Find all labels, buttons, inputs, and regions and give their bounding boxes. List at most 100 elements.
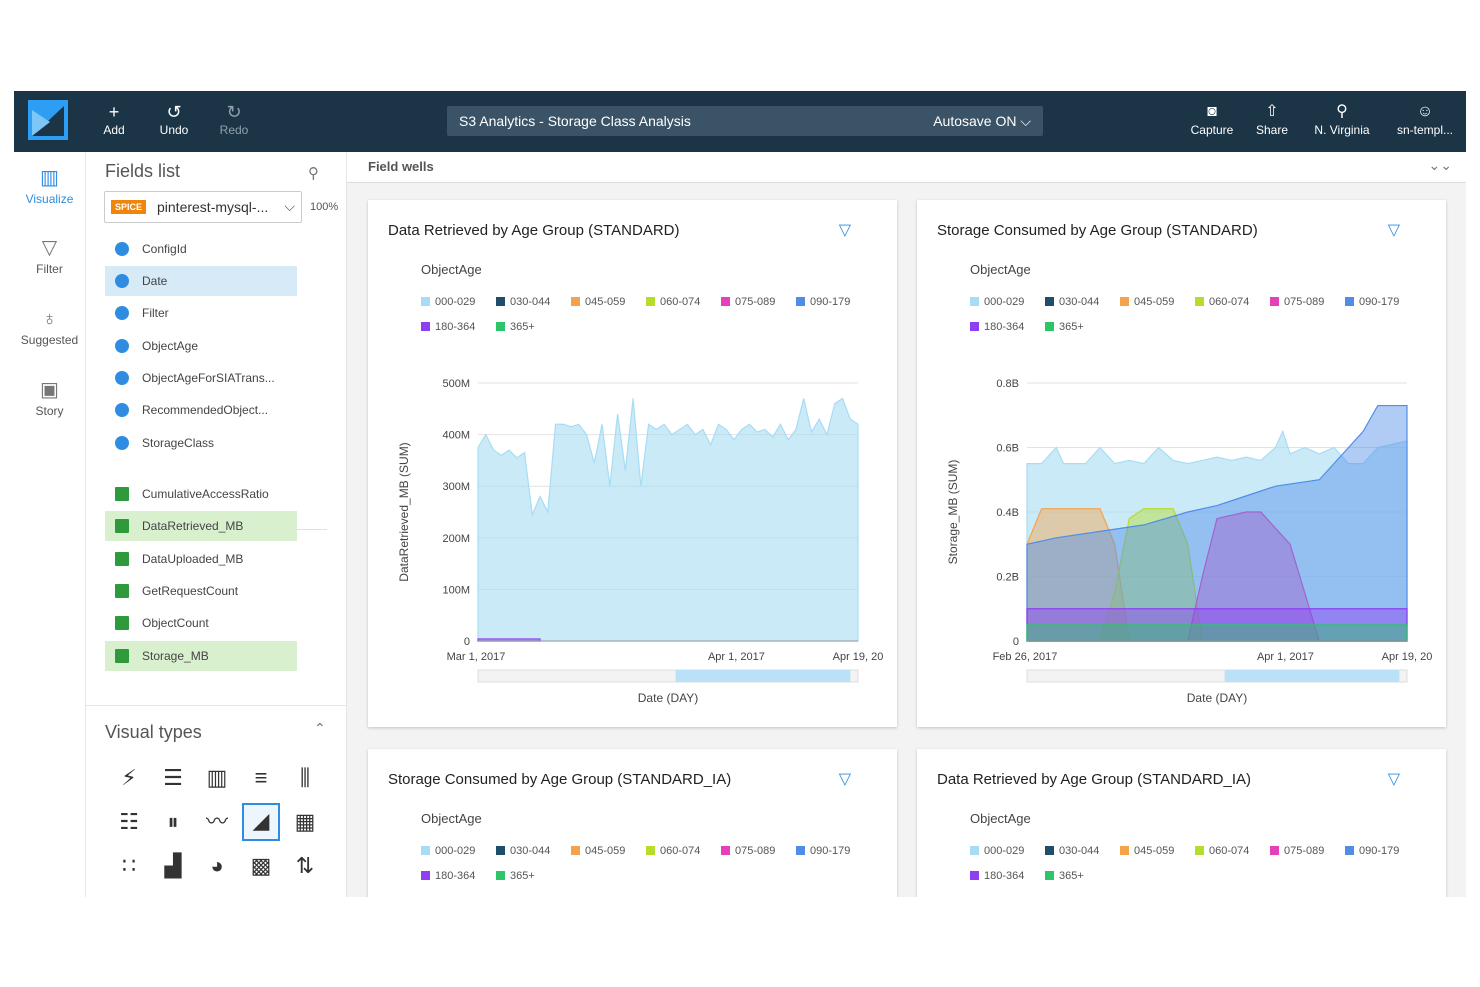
- legend-item[interactable]: 060-074: [646, 845, 700, 857]
- filter-icon[interactable]: ▽: [838, 771, 851, 788]
- series-area-000-029: [477, 397, 859, 642]
- chevron-up-icon[interactable]: ⌃: [314, 720, 326, 736]
- legend-item[interactable]: 030-044: [1045, 296, 1099, 308]
- legend-item[interactable]: 075-089: [1270, 845, 1324, 857]
- visual-title: Storage Consumed by Age Group (STANDARD_…: [388, 771, 732, 788]
- legend-item[interactable]: 180-364: [421, 870, 475, 882]
- pie-chart-icon[interactable]: ◕: [210, 853, 224, 878]
- autosave-toggle[interactable]: Autosave ON ⌵: [933, 113, 1031, 130]
- percent-horizontal-bar-icon[interactable]: ☷: [119, 809, 139, 834]
- legend-swatch: [796, 297, 805, 306]
- heat-map-icon[interactable]: ▩: [250, 853, 272, 878]
- chevron-down-icon[interactable]: ⌄⌄: [1428, 157, 1452, 173]
- add-button[interactable]: + Add: [89, 101, 139, 137]
- y-tick-label: 0: [1013, 636, 1019, 648]
- legend-item[interactable]: 365+: [1045, 870, 1084, 882]
- rail-filter[interactable]: ▽ Filter: [14, 234, 85, 276]
- legend-item[interactable]: 060-074: [646, 296, 700, 308]
- field-measure[interactable]: GetRequestCount: [105, 576, 297, 606]
- analysis-title[interactable]: S3 Analytics - Storage Class Analysis: [459, 113, 691, 129]
- stacked-vertical-bar-icon[interactable]: ⫼: [299, 765, 311, 790]
- field-measure[interactable]: DataUploaded_MB: [105, 544, 297, 574]
- legend-item[interactable]: 045-059: [571, 845, 625, 857]
- rail-filter-label: Filter: [36, 262, 63, 276]
- area-chart-icon[interactable]: ◢: [242, 803, 280, 841]
- legend-item[interactable]: 045-059: [1120, 296, 1174, 308]
- autograph-icon[interactable]: ⚡: [121, 765, 137, 790]
- rail-visualize[interactable]: ▥ Visualize: [14, 164, 85, 206]
- field-dimension[interactable]: ObjectAgeForSIATrans...: [105, 363, 297, 393]
- legend-item[interactable]: 045-059: [1120, 845, 1174, 857]
- field-dimension[interactable]: StorageClass: [105, 428, 297, 458]
- area-chart[interactable]: 0 0.2B 0.4B 0.6B 0.8B Feb 26, 2017 Apr 1, 2017…: [917, 200, 1446, 727]
- user-menu[interactable]: ☺ sn-templ...: [1390, 101, 1460, 137]
- legend-item[interactable]: 180-364: [970, 870, 1024, 882]
- analysis-canvas: Field wells ⌄⌄ Data Retrieved by Age Gro…: [347, 152, 1466, 897]
- field-measure[interactable]: CumulativeAccessRatio: [105, 479, 297, 509]
- legend-item[interactable]: 180-364: [421, 321, 475, 333]
- legend-item[interactable]: 000-029: [421, 296, 475, 308]
- legend-item[interactable]: 365+: [496, 870, 535, 882]
- undo-button[interactable]: ↺ Undo: [149, 101, 199, 137]
- fields-panel: Fields list ⚲ SPICE pinterest-mysql-... …: [86, 152, 347, 897]
- legend-item[interactable]: 030-044: [496, 845, 550, 857]
- filter-icon[interactable]: ▽: [838, 222, 851, 239]
- rail-suggested[interactable]: ♁ Suggested: [14, 305, 85, 347]
- legend-item[interactable]: 075-089: [1270, 296, 1324, 308]
- rail-story[interactable]: ▣ Story: [14, 376, 85, 418]
- legend-item[interactable]: 090-179: [1345, 296, 1399, 308]
- visual-card[interactable]: Storage Consumed by Age Group (STANDARD_…: [368, 749, 897, 897]
- field-dimension-selected[interactable]: Date: [105, 266, 297, 296]
- legend-item[interactable]: 060-074: [1195, 296, 1249, 308]
- field-measure-selected[interactable]: Storage_MB: [105, 641, 297, 671]
- redo-button[interactable]: ↻ Redo: [209, 101, 259, 137]
- legend-item[interactable]: 060-074: [1195, 845, 1249, 857]
- spice-usage: 100%: [310, 201, 339, 213]
- field-label: ObjectAgeForSIATrans...: [142, 371, 275, 385]
- field-measure[interactable]: ObjectCount: [105, 608, 297, 638]
- quicksight-logo[interactable]: [28, 100, 68, 140]
- legend-item[interactable]: 090-179: [796, 845, 850, 857]
- line-chart-icon[interactable]: 〰: [205, 809, 228, 834]
- legend-item[interactable]: 000-029: [421, 845, 475, 857]
- area-chart[interactable]: 0 100M 200M 300M 400M 500M Mar 1, 2017 Apr 1, 2…: [368, 200, 897, 727]
- kpi-icon[interactable]: ⇅: [295, 853, 315, 878]
- field-dimension[interactable]: RecommendedObject...: [105, 395, 297, 425]
- legend-item[interactable]: 090-179: [796, 296, 850, 308]
- legend-item[interactable]: 180-364: [970, 321, 1024, 333]
- analysis-title-bar[interactable]: S3 Analytics - Storage Class Analysis Au…: [447, 106, 1043, 136]
- legend-item[interactable]: 075-089: [721, 296, 775, 308]
- share-button[interactable]: ⇧ Share: [1252, 101, 1292, 137]
- tree-map-icon[interactable]: ▟: [164, 853, 182, 878]
- visual-card[interactable]: Data Retrieved by Age Group (STANDARD) ▽…: [368, 200, 897, 727]
- stacked-horizontal-bar-icon[interactable]: ≡: [254, 765, 268, 790]
- field-dimension[interactable]: ObjectAge: [105, 331, 297, 361]
- legend-item[interactable]: 365+: [1045, 321, 1084, 333]
- legend-item[interactable]: 045-059: [571, 296, 625, 308]
- field-measure-selected[interactable]: DataRetrieved_MB: [105, 511, 297, 541]
- legend-item[interactable]: 365+: [496, 321, 535, 333]
- region-button[interactable]: ⚲ N. Virginia: [1310, 101, 1374, 137]
- field-dimension[interactable]: ConfigId: [105, 234, 297, 264]
- pivot-table-icon[interactable]: ▦: [294, 809, 316, 834]
- field-dimension[interactable]: Filter: [105, 298, 297, 328]
- horizontal-bar-icon[interactable]: ☰: [163, 765, 183, 790]
- dataset-select[interactable]: SPICE pinterest-mysql-... ⌵: [104, 191, 302, 223]
- scatter-plot-icon[interactable]: ∷: [122, 853, 136, 878]
- legend-item[interactable]: 075-089: [721, 845, 775, 857]
- legend-item[interactable]: 000-029: [970, 845, 1024, 857]
- vertical-bar-icon[interactable]: ▥: [206, 765, 228, 790]
- visual-card[interactable]: Storage Consumed by Age Group (STANDARD)…: [917, 200, 1446, 727]
- capture-button[interactable]: ◙ Capture: [1186, 101, 1238, 137]
- field-wells-bar[interactable]: Field wells ⌄⌄: [347, 152, 1466, 183]
- legend-swatch: [496, 846, 505, 855]
- legend-item[interactable]: 030-044: [1045, 845, 1099, 857]
- visual-card[interactable]: Data Retrieved by Age Group (STANDARD_IA…: [917, 749, 1446, 897]
- legend-item[interactable]: 030-044: [496, 296, 550, 308]
- legend-item[interactable]: 090-179: [1345, 845, 1399, 857]
- filter-icon[interactable]: ▽: [1387, 222, 1400, 239]
- legend-item[interactable]: 000-029: [970, 296, 1024, 308]
- percent-vertical-bar-icon[interactable]: ⏸: [167, 809, 179, 834]
- filter-icon[interactable]: ▽: [1387, 771, 1400, 788]
- search-icon[interactable]: ⚲: [308, 165, 319, 182]
